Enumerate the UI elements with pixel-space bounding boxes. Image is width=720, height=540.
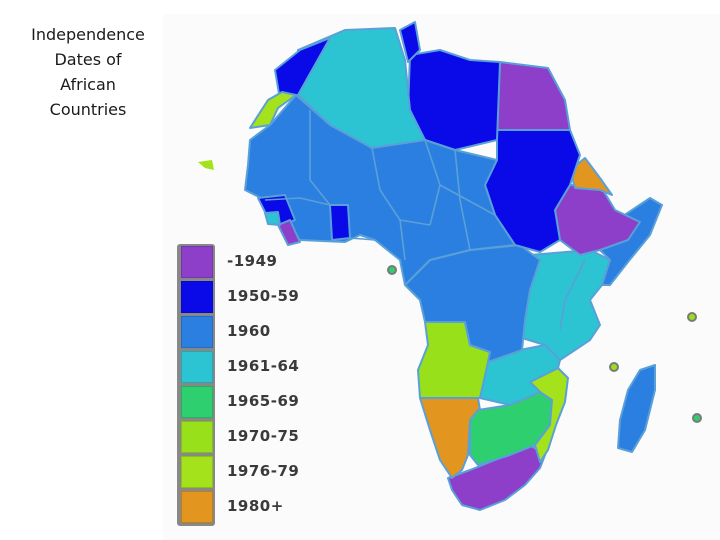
legend-item: 1980+ — [177, 489, 317, 523]
legend-item: 1950-59 — [177, 279, 317, 313]
region-cape-verde — [198, 160, 214, 170]
legend-label: 1976-79 — [227, 462, 300, 480]
region-somalia — [599, 197, 663, 286]
legend-swatch — [181, 246, 213, 278]
region-congo — [404, 244, 541, 363]
region-namibia — [419, 397, 481, 479]
island-marker — [687, 312, 697, 322]
legend-label: 1965-69 — [227, 392, 300, 410]
legend-swatch — [181, 316, 213, 348]
legend-item: 1976-79 — [177, 454, 317, 488]
region-egypt — [496, 61, 571, 131]
title-line: Countries — [49, 100, 127, 119]
region-tunisia — [399, 21, 421, 63]
island-marker — [692, 413, 702, 423]
region-zambia — [479, 344, 561, 406]
legend-label: 1960 — [227, 322, 271, 340]
legend-swatch — [181, 456, 213, 488]
region-eritrea — [569, 157, 613, 196]
legend-swatch — [181, 351, 213, 383]
legend-label: 1980+ — [227, 497, 284, 515]
region-sierra-leone — [264, 211, 281, 226]
legend-swatch — [181, 386, 213, 418]
legend-item: 1961-64 — [177, 349, 317, 383]
legend-item: 1970-75 — [177, 419, 317, 453]
legend-item: -1949 — [177, 244, 317, 278]
title-line: African — [60, 75, 116, 94]
legend-label: -1949 — [227, 252, 278, 270]
map-title: Independence Dates of African Countries — [18, 22, 158, 122]
legend-swatch — [181, 281, 213, 313]
region-liberia — [277, 219, 301, 246]
legend-label: 1961-64 — [227, 357, 300, 375]
island-marker — [387, 265, 397, 275]
legend-label: 1950-59 — [227, 287, 300, 305]
region-ghana — [329, 204, 351, 241]
legend-swatch — [181, 421, 213, 453]
title-line: Dates of — [54, 50, 122, 69]
legend-item: 1960 — [177, 314, 317, 348]
legend-label: 1970-75 — [227, 427, 300, 445]
title-line: Independence — [31, 25, 145, 44]
legend-swatch — [181, 491, 213, 523]
island-marker — [609, 362, 619, 372]
legend-item: 1965-69 — [177, 384, 317, 418]
region-madagascar — [617, 364, 656, 453]
